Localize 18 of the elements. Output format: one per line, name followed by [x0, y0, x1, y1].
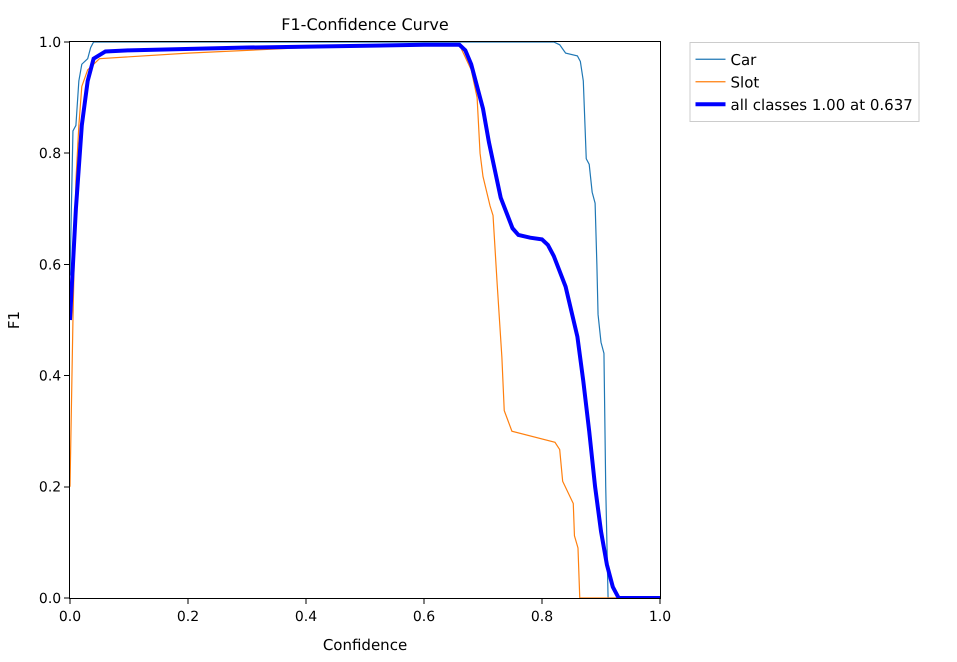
x-tick-label: 0.0	[58, 608, 82, 625]
x-axis-title: Confidence	[322, 636, 408, 654]
legend-label: Car	[730, 51, 758, 70]
y-tick-label: 1.0	[38, 34, 62, 51]
x-tick-label: 1.0	[648, 608, 672, 625]
x-tick-label: 0.2	[176, 608, 200, 625]
y-tick-label: 0.2	[38, 480, 62, 496]
x-tick-label: 0.6	[412, 608, 436, 625]
chart-title: F1-Confidence Curve	[281, 15, 449, 34]
y-tick-label: 0.6	[38, 257, 62, 274]
y-tick-label: 0.0	[38, 590, 62, 607]
x-tick-label: 0.8	[530, 608, 554, 625]
x-tick-label: 0.4	[294, 608, 318, 625]
y-axis-title: F1	[5, 310, 24, 330]
y-tick-label: 0.4	[38, 368, 62, 384]
legend-label: Slot	[730, 74, 760, 92]
y-tick-label: 0.8	[38, 146, 62, 162]
legend-label: all classes 1.00 at 0.637	[730, 96, 913, 114]
